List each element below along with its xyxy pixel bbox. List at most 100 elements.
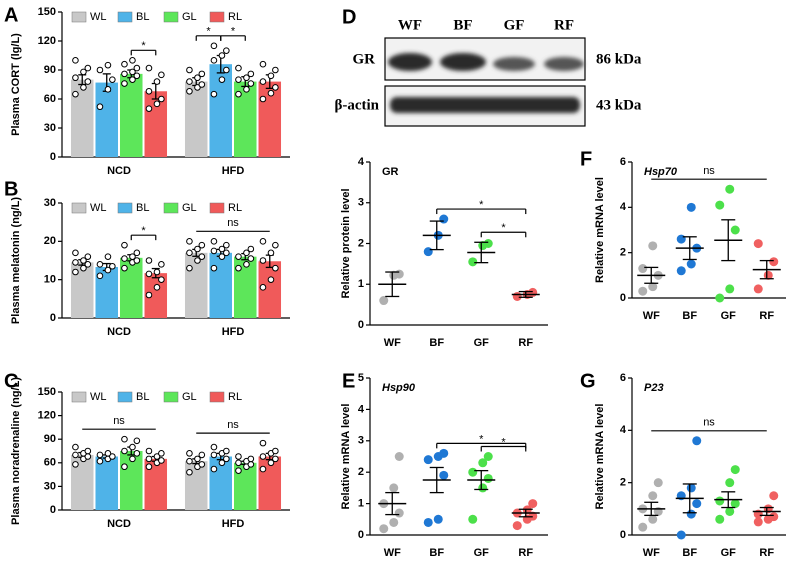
y-axis-label: Relative mRNA level <box>340 404 352 510</box>
data-point <box>96 261 104 268</box>
data-point <box>121 463 128 471</box>
row-label: β-actin <box>334 97 379 113</box>
data-point <box>210 465 218 473</box>
data-point <box>235 453 242 460</box>
data-point <box>218 245 226 253</box>
bar <box>258 261 282 318</box>
data-point <box>389 517 399 527</box>
data-point <box>725 184 735 194</box>
data-point <box>218 52 226 59</box>
y-tick-label: 150 <box>38 6 56 18</box>
bar <box>234 462 257 510</box>
legend-swatch <box>209 202 225 214</box>
y-tick-label: 0 <box>50 504 56 516</box>
x-tick-label: WF <box>384 547 401 559</box>
data-point <box>512 291 522 301</box>
bar <box>184 81 208 157</box>
data-point <box>686 509 696 519</box>
data-point <box>80 264 87 272</box>
data-point <box>648 491 658 501</box>
data-point <box>145 270 153 278</box>
data-point <box>676 530 686 540</box>
x-tick-label: HFD <box>222 326 245 338</box>
data-point <box>753 517 763 527</box>
data-point <box>259 284 267 291</box>
data-point <box>439 448 449 458</box>
data-point <box>259 453 267 460</box>
data-point <box>468 257 478 267</box>
data-point <box>129 76 136 83</box>
data-point <box>247 245 255 253</box>
data-point <box>80 257 87 264</box>
data-point <box>80 68 87 76</box>
data-point <box>186 468 193 476</box>
bar <box>70 454 94 510</box>
data-point <box>198 451 206 459</box>
data-point <box>676 266 686 276</box>
data-point <box>72 74 79 82</box>
x-tick-label: BF <box>682 310 697 322</box>
data-point <box>121 255 128 262</box>
data-point <box>512 521 522 531</box>
panel-label: B <box>4 178 18 200</box>
y-tick-label: 120 <box>38 35 56 47</box>
legend-swatch <box>163 11 179 23</box>
data-point <box>72 57 79 64</box>
data-point <box>653 478 663 488</box>
y-tick-label: 0 <box>358 529 364 541</box>
data-point <box>145 87 153 95</box>
data-point <box>96 272 104 280</box>
data-point <box>267 276 275 283</box>
significance-label: ns <box>703 165 715 177</box>
blot-band <box>388 53 432 71</box>
data-point <box>730 499 740 509</box>
legend-label: WL <box>90 11 107 23</box>
data-point <box>186 450 193 457</box>
data-point <box>129 57 136 64</box>
data-point <box>198 253 206 260</box>
data-point <box>478 458 488 468</box>
data-point <box>247 255 255 262</box>
data-point <box>133 72 141 80</box>
data-point <box>394 508 404 518</box>
data-point <box>145 105 153 112</box>
data-point <box>186 66 193 74</box>
blot-band <box>390 97 580 113</box>
legend-swatch <box>163 202 179 214</box>
data-point <box>84 447 92 455</box>
significance-label: ns <box>113 415 125 427</box>
data-point <box>259 257 267 264</box>
data-point <box>483 473 493 483</box>
data-point <box>379 296 389 306</box>
y-tick-label: 4 <box>358 156 365 168</box>
data-point <box>109 453 116 460</box>
data-point <box>433 514 443 524</box>
data-point <box>692 436 702 446</box>
y-tick-label: 0 <box>50 312 56 324</box>
data-point <box>129 68 136 76</box>
data-point <box>145 463 153 471</box>
bar <box>209 64 232 157</box>
data-point <box>218 253 226 260</box>
legend-swatch <box>117 202 133 214</box>
y-axis-label: Relative mRNA level <box>594 177 606 283</box>
chart-title: Hsp70 <box>644 166 678 178</box>
data-point <box>129 253 136 260</box>
data-point <box>223 241 230 249</box>
data-point <box>109 262 116 270</box>
data-point <box>72 259 79 266</box>
data-point <box>80 84 87 91</box>
data-point <box>389 483 399 493</box>
data-point <box>153 100 161 108</box>
x-tick-label: GF <box>721 547 737 559</box>
data-point <box>247 80 255 87</box>
data-point <box>194 245 201 253</box>
significance-label: * <box>479 433 484 445</box>
bar <box>95 456 118 510</box>
x-tick-label: NCD <box>107 165 131 177</box>
data-point <box>158 71 165 79</box>
data-point <box>423 247 433 257</box>
data-point <box>259 60 267 68</box>
x-tick-label: RF <box>759 547 774 559</box>
